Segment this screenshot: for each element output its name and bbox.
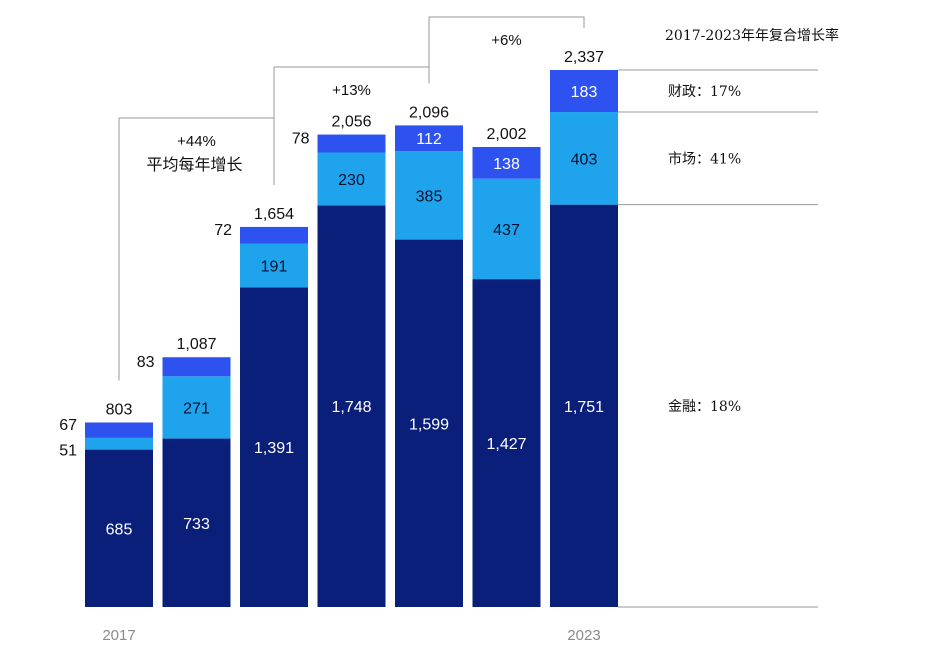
growth-label-2: +6% bbox=[491, 32, 521, 49]
bar-segment-2019-2 bbox=[240, 226, 308, 244]
segment-label-2017-1: 51 bbox=[59, 443, 77, 460]
growth-label-1: +13% bbox=[332, 82, 371, 99]
segment-label-2022-2: 138 bbox=[493, 156, 520, 173]
segment-label-2020-2: 78 bbox=[292, 131, 310, 148]
segment-label-2019-2: 72 bbox=[214, 222, 232, 239]
segment-label-2017-2: 67 bbox=[59, 417, 77, 434]
year-label-2023: 2023 bbox=[567, 627, 600, 644]
bar-segment-2017-0 bbox=[85, 449, 153, 607]
bar-segment-2018-0 bbox=[162, 438, 231, 607]
segment-value-labels: 685 733 1,391 1,748 1,599 1,427 1,751 51 271 191 2… bbox=[59, 84, 604, 538]
segment-label-2022-0: 1,427 bbox=[486, 436, 526, 453]
cagr-panel-title: 2017-2023年年复合增长率 bbox=[665, 27, 839, 44]
cagr-item-1: 市场：41% bbox=[668, 150, 741, 167]
segment-label-2022-1: 437 bbox=[493, 222, 520, 239]
bar-segment-2022-0 bbox=[472, 279, 541, 607]
bar-segment-2017-2 bbox=[85, 422, 153, 438]
total-label-2019: 1,654 bbox=[254, 206, 294, 223]
segment-label-2018-1: 271 bbox=[183, 400, 210, 417]
bar-segment-2021-1 bbox=[395, 151, 463, 240]
segment-label-2020-1: 230 bbox=[338, 172, 365, 189]
total-label-2017: 803 bbox=[106, 401, 133, 418]
bar-segment-2020-2 bbox=[317, 134, 386, 153]
bar-segment-2023-2 bbox=[550, 70, 618, 113]
segment-label-2018-2: 83 bbox=[137, 354, 155, 371]
bar-segment-2018-2 bbox=[162, 357, 231, 377]
total-label-2023: 2,337 bbox=[564, 49, 604, 66]
bar-segment-2020-1 bbox=[317, 152, 386, 206]
bar-segment-2023-1 bbox=[550, 112, 618, 205]
segment-label-2021-1: 385 bbox=[416, 188, 443, 205]
segment-label-2023-1: 403 bbox=[571, 151, 598, 168]
growth-bracket-2 bbox=[428, 16, 585, 84]
segment-label-2021-0: 1,599 bbox=[409, 416, 449, 433]
bar-segment-2021-2 bbox=[395, 125, 463, 152]
bar-segment-2018-1 bbox=[162, 376, 231, 439]
bar-segment-2019-1 bbox=[240, 243, 308, 288]
bar-segment-2017-1 bbox=[85, 437, 153, 450]
total-label-2022: 2,002 bbox=[486, 126, 526, 143]
bar-segment-2022-2 bbox=[472, 146, 541, 179]
segment-label-2019-0: 1,391 bbox=[254, 440, 294, 457]
total-label-2018: 1,087 bbox=[176, 336, 216, 353]
bar-segment-2021-0 bbox=[395, 239, 463, 607]
year-axis-labels: 2017 2023 bbox=[102, 627, 600, 644]
bar-segment-2022-1 bbox=[472, 178, 541, 280]
segment-label-2023-0: 1,751 bbox=[564, 399, 604, 416]
bar-segment-2019-0 bbox=[240, 287, 308, 607]
bar-segment-2020-0 bbox=[317, 205, 386, 607]
cagr-panel: 2017-2023年年复合增长率 财政：17% 市场：41% 金融：18% bbox=[618, 27, 839, 608]
segment-label-2018-0: 733 bbox=[183, 516, 210, 533]
growth-label-0: +44% bbox=[177, 133, 216, 150]
segment-label-2019-1: 191 bbox=[261, 258, 288, 275]
cagr-item-0: 财政：17% bbox=[668, 84, 741, 100]
total-label-2020: 2,056 bbox=[331, 114, 371, 131]
total-labels: 803 1,087 1,654 2,056 2,096 2,002 2,337 bbox=[106, 49, 604, 418]
bar-segment-2023-0 bbox=[550, 204, 618, 608]
growth-brackets: +44% 平均每年增长 +13% +6% bbox=[118, 16, 585, 381]
total-label-2021: 2,096 bbox=[409, 104, 449, 121]
segment-label-2023-2: 183 bbox=[571, 84, 598, 101]
year-label-2017: 2017 bbox=[102, 627, 135, 644]
segment-label-2020-0: 1,748 bbox=[331, 399, 371, 416]
cagr-item-2: 金融：18% bbox=[668, 399, 741, 415]
bars bbox=[85, 70, 618, 608]
segment-label-2017-0: 685 bbox=[106, 521, 133, 538]
growth-sublabel-0: 平均每年增长 bbox=[146, 155, 242, 174]
segment-label-2021-2: 112 bbox=[416, 131, 442, 148]
